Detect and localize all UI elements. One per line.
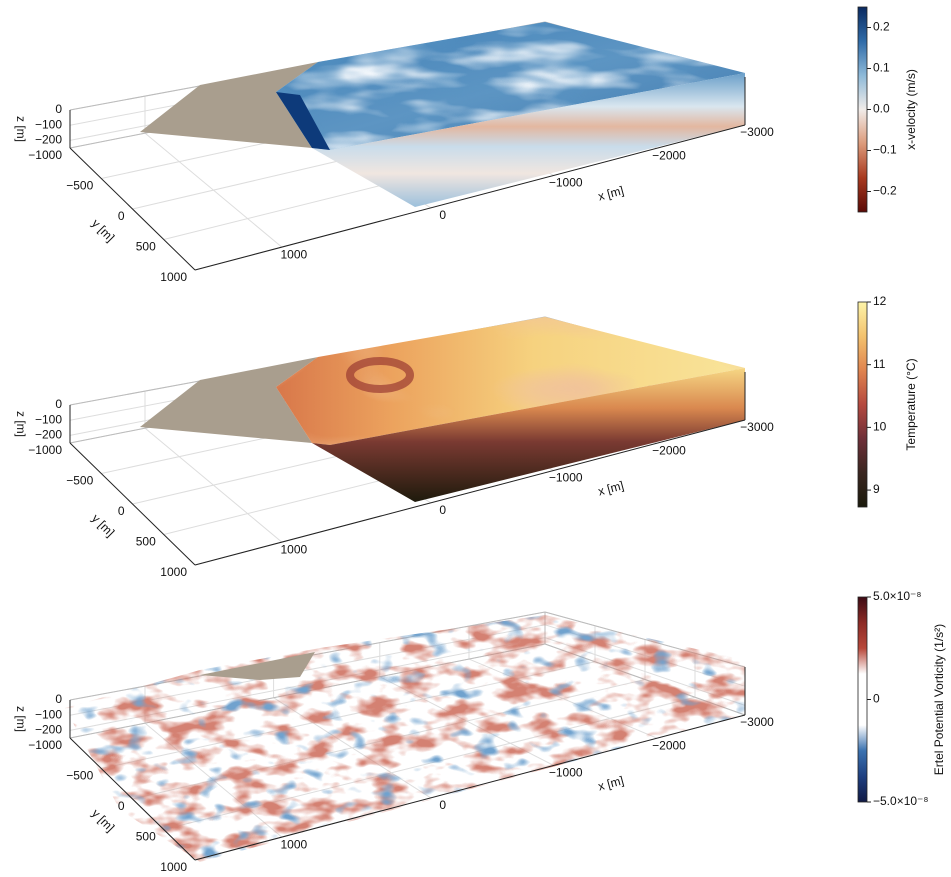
colorbar xyxy=(858,302,867,507)
colorbar-tick-label: −5.0×10⁻⁸ xyxy=(873,794,928,808)
z-tick-label: −100 xyxy=(35,707,62,721)
x-tick-label: 1000 xyxy=(280,247,307,261)
y-tick-label: 500 xyxy=(136,240,156,254)
y-tick-label: 1000 xyxy=(160,270,187,284)
colorbar-tick-label: 0.1 xyxy=(873,61,890,75)
z-tick-label: −200 xyxy=(35,133,62,147)
x-tick-label: 0 xyxy=(439,798,446,812)
z-tick-label: 0 xyxy=(55,692,62,706)
colorbar xyxy=(858,597,867,802)
colorbar-tick-label: −0.1 xyxy=(873,143,897,157)
z-tick-label: 0 xyxy=(55,102,62,116)
page: 10000−1000−2000−3000−1000−500050010000−1… xyxy=(0,0,951,877)
y-tick-label: −500 xyxy=(66,769,93,783)
y-axis-title: y [m] xyxy=(89,806,117,834)
colorbar-tick-label: 0.0 xyxy=(873,102,890,116)
y-tick-label: 0 xyxy=(118,209,125,223)
y-tick-label: 1000 xyxy=(160,860,187,874)
x-axis-title: x [m] xyxy=(597,478,626,498)
colorbar-tick-label: 0 xyxy=(873,692,880,706)
z-axis-title: z [m] xyxy=(14,706,28,732)
y-tick-label: 500 xyxy=(136,830,156,844)
x-tick-label: −2000 xyxy=(652,443,686,457)
colorbar-tick-label: −0.2 xyxy=(873,184,897,198)
y-axis-title: y [m] xyxy=(89,511,117,539)
z-tick-label: −200 xyxy=(35,428,62,442)
colorbar-tick-label: 9 xyxy=(873,482,880,496)
colorbar xyxy=(858,7,867,212)
z-tick-label: −100 xyxy=(35,117,62,131)
x-axis-title: x [m] xyxy=(597,773,626,793)
x-tick-label: −3000 xyxy=(740,420,774,434)
y-tick-label: −1000 xyxy=(28,738,62,752)
z-tick-label: −100 xyxy=(35,412,62,426)
y-axis-title: y [m] xyxy=(89,216,117,244)
colorbar-label: Temperature (°C) xyxy=(904,358,918,450)
y-tick-label: 0 xyxy=(118,504,125,518)
x-tick-label: −3000 xyxy=(740,125,774,139)
z-tick-label: 0 xyxy=(55,397,62,411)
y-tick-label: −500 xyxy=(66,474,93,488)
colorbar-tick-label: 0.2 xyxy=(873,20,890,34)
x-tick-label: 1000 xyxy=(280,542,307,556)
x-tick-label: −1000 xyxy=(549,471,583,485)
colorbar-tick-label: 11 xyxy=(873,357,886,371)
y-tick-label: 500 xyxy=(136,535,156,549)
colorbar-tick-label: 10 xyxy=(873,420,887,434)
colorbar-label: Ertel Potential Vorticity (1/s²) xyxy=(932,624,946,775)
y-tick-label: −1000 xyxy=(28,443,62,457)
x-tick-label: 1000 xyxy=(280,837,307,851)
field-blue xyxy=(65,615,745,862)
y-axis xyxy=(70,443,195,565)
z-axis-title: z [m] xyxy=(14,116,28,142)
y-axis xyxy=(70,148,195,270)
x-tick-label: 0 xyxy=(439,503,446,517)
x-tick-label: −2000 xyxy=(652,738,686,752)
y-tick-label: 0 xyxy=(118,799,125,813)
terrain xyxy=(200,652,315,680)
y-tick-label: −500 xyxy=(66,179,93,193)
z-axis-title: z [m] xyxy=(14,411,28,437)
x-tick-label: −1000 xyxy=(549,766,583,780)
z-tick-label: −200 xyxy=(35,723,62,737)
x-tick-label: −1000 xyxy=(549,176,583,190)
colorbar-tick-label: 5.0×10⁻⁸ xyxy=(873,589,921,603)
y-tick-label: 1000 xyxy=(160,565,187,579)
x-axis-title: x [m] xyxy=(597,183,626,203)
x-tick-label: 0 xyxy=(439,208,446,222)
colorbar-label: x-velocity (m/s) xyxy=(904,69,918,150)
y-tick-label: −1000 xyxy=(28,148,62,162)
colorbar-tick-label: 12 xyxy=(873,294,887,308)
x-tick-label: −2000 xyxy=(652,148,686,162)
x-tick-label: −3000 xyxy=(740,715,774,729)
figure: 10000−1000−2000−3000−1000−500050010000−1… xyxy=(0,0,951,877)
